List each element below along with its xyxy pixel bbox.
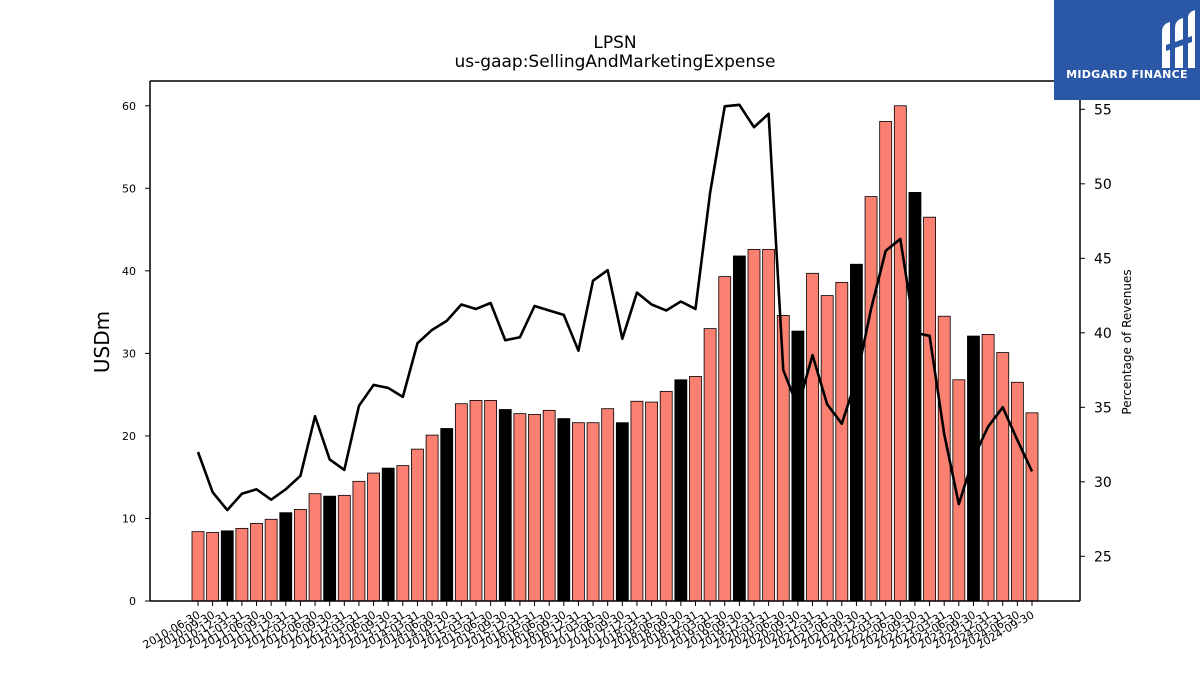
y-tick-label: 40 [122, 265, 136, 278]
bar-2013-06-30 [367, 472, 380, 602]
bar-2012-03-31 [294, 508, 307, 602]
bar-2016-06-30 [542, 409, 556, 602]
bar-series [191, 105, 1039, 602]
bar-2016-09-30 [557, 418, 571, 602]
bar-2018-06-30 [659, 390, 673, 602]
bar-2010-06-30 [191, 531, 205, 602]
y-tick-label: 50 [122, 182, 136, 195]
bar-2019-06-30 [718, 276, 732, 602]
bar-2014-12-31 [454, 403, 468, 602]
bar-2010-09-30 [206, 532, 220, 602]
bar-2021-06-30 [835, 281, 849, 602]
bar-2016-03-31 [528, 414, 541, 602]
bar-2020-12-31 [806, 272, 819, 602]
bar-2019-09-30 [732, 255, 746, 602]
bar-2021-09-30 [850, 263, 863, 602]
bar-2023-12-31 [981, 333, 995, 602]
percentage-line [196, 103, 1034, 512]
bar-2024-06-30 [1010, 381, 1024, 602]
bar-2011-09-30 [264, 518, 278, 602]
y-tick-label: 10 [122, 512, 136, 525]
bar-2016-12-31 [572, 422, 585, 602]
bar-2015-12-31 [513, 413, 527, 602]
y2-tick-label: 30 [1094, 475, 1112, 491]
y2-axis-ticks: 25 30 35 40 45 50 55 [1080, 102, 1112, 565]
x-axis-ticks: 2010-06-302010-09-302010-12-312011-03-31… [141, 601, 1037, 652]
bar-2022-06-30 [893, 105, 907, 602]
bar-2019-03-31 [703, 328, 717, 602]
bar-2015-03-31 [469, 400, 483, 602]
y2-tick-label: 40 [1094, 326, 1112, 342]
bar-2014-06-30 [425, 434, 439, 602]
bar-2022-03-31 [879, 121, 893, 602]
y2-tick-label: 50 [1094, 177, 1112, 193]
bar-2015-06-30 [484, 400, 498, 602]
y2-tick-label: 25 [1094, 549, 1112, 565]
bar-2013-09-30 [381, 467, 395, 602]
bar-2017-03-31 [586, 422, 600, 602]
bar-2011-12-31 [279, 512, 293, 602]
bar-2012-09-30 [323, 495, 337, 602]
bar-2020-09-30 [791, 330, 805, 602]
bar-2018-03-31 [645, 401, 658, 602]
bar-2013-03-31 [352, 480, 366, 602]
bar-2011-03-31 [235, 527, 249, 602]
y-tick-label: 60 [122, 100, 136, 113]
y-tick-label: 30 [122, 347, 136, 360]
bar-2018-12-31 [689, 376, 702, 602]
bar-2013-12-31 [396, 465, 410, 602]
bar-2024-09-30 [1025, 412, 1039, 602]
bar-2015-09-30 [498, 409, 512, 602]
bar-2017-09-30 [615, 422, 629, 602]
y-tick-label: 20 [122, 430, 136, 443]
bar-2020-03-31 [762, 248, 776, 602]
chart-subtitle: us-gaap:SellingAndMarketingExpense [454, 52, 776, 72]
bar-2014-09-30 [440, 428, 454, 602]
bar-2011-06-30 [250, 523, 263, 602]
bar-2024-03-31 [996, 352, 1010, 602]
bar-2012-12-31 [337, 494, 351, 602]
y2-tick-label: 55 [1094, 102, 1112, 118]
axes [149, 80, 1081, 602]
bar-2017-06-30 [601, 408, 615, 602]
bar-2017-12-31 [630, 400, 644, 602]
bar-2010-12-31 [220, 530, 234, 602]
bar-2014-03-31 [411, 448, 424, 602]
y2-axis-label: Percentage of Revenues [1120, 269, 1134, 414]
y2-tick-label: 45 [1094, 251, 1112, 267]
bar-2021-03-31 [820, 295, 834, 602]
y-axis-label: USDm [90, 311, 114, 373]
bar-2022-09-30 [908, 192, 922, 602]
chart-title: LPSN [593, 33, 637, 53]
bar-2018-09-30 [674, 379, 688, 602]
y2-tick-label: 35 [1094, 400, 1112, 416]
bar-2021-12-31 [864, 196, 878, 602]
y-axis-ticks: 0 10 20 30 40 50 60 [122, 100, 150, 608]
brand-name: MIDGARD FINANCE [1066, 68, 1188, 81]
midgard-logo-icon [1162, 10, 1195, 68]
bar-2022-12-31 [923, 216, 936, 602]
y-tick-label: 0 [129, 595, 136, 608]
bar-2019-12-31 [747, 248, 761, 602]
bar-2012-06-30 [308, 493, 322, 602]
brand-badge: MIDGARD FINANCE [1054, 0, 1200, 100]
